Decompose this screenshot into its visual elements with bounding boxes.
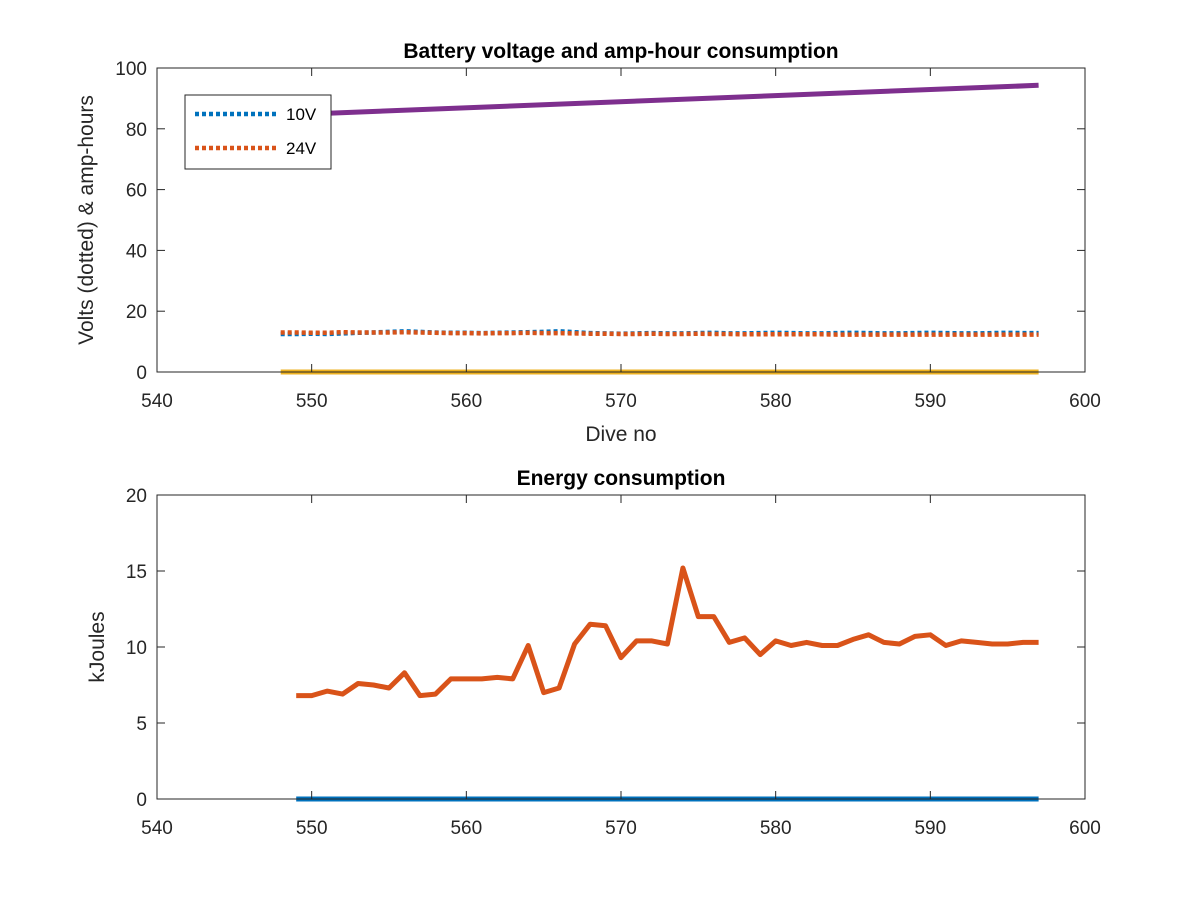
chart-energy-series-1-line — [296, 565, 1039, 699]
chart-battery: 540 550 560 570 580 590 600 0 20 40 60 80 100 Batter… — [75, 40, 1101, 446]
chart-battery-y-tick-label: 100 — [115, 59, 147, 80]
chart-energy-x-tick-label: 590 — [914, 818, 946, 839]
chart-battery-x-axis-label: Dive no — [585, 423, 656, 446]
chart-battery-x-tick-label: 570 — [605, 391, 637, 412]
chart-battery-legend: 10V 24V — [184, 94, 332, 170]
chart-battery-x-tick-label: 580 — [760, 391, 792, 412]
legend-label-24V: 24V — [286, 139, 317, 158]
chart-energy-y-tick-label: 0 — [136, 790, 147, 811]
chart-battery-y-axis-label: Volts (dotted) & amp-hours — [75, 95, 98, 345]
chart-battery-x-tick-label: 590 — [914, 391, 946, 412]
chart-battery-series-1-line — [280, 329, 1039, 337]
chart-battery-y-tick-label: 60 — [126, 181, 147, 202]
chart-energy-y-tick-label: 10 — [126, 638, 147, 659]
chart-battery-ticks: 540 550 560 570 580 590 600 0 20 40 60 80 100 — [115, 59, 1101, 412]
chart-energy-x-tick-label: 570 — [605, 818, 637, 839]
chart-battery-y-tick-label: 80 — [126, 120, 147, 141]
chart-battery-x-tick-label: 540 — [141, 391, 173, 412]
chart-energy-x-tick-label: 580 — [760, 818, 792, 839]
chart-energy-x-tick-label: 560 — [450, 818, 482, 839]
chart-energy-x-tick-label: 540 — [141, 818, 173, 839]
chart-battery-x-tick-label: 600 — [1069, 391, 1101, 412]
chart-battery-y-tick-label: 40 — [126, 241, 147, 262]
chart-energy-y-tick-label: 5 — [136, 714, 147, 735]
chart-energy-title: Energy consumption — [517, 467, 726, 490]
chart-energy-x-tick-label: 600 — [1069, 818, 1101, 839]
chart-battery-series-3-line — [280, 82, 1039, 118]
chart-energy-x-tick-label: 550 — [296, 818, 328, 839]
legend-label-10V: 10V — [286, 105, 317, 124]
chart-battery-x-tick-label: 550 — [296, 391, 328, 412]
chart-energy-y-tick-label: 20 — [126, 486, 147, 507]
chart-energy-y-axis-label: kJoules — [86, 611, 109, 682]
chart-battery-y-tick-label: 20 — [126, 302, 147, 323]
legend-box — [184, 94, 332, 170]
chart-battery-x-tick-label: 560 — [450, 391, 482, 412]
chart-energy-ticks: 540 550 560 570 580 590 600 0 5 10 15 20 — [126, 486, 1101, 839]
chart-energy: 540 550 560 570 580 590 600 0 5 10 15 20 Energy con… — [86, 467, 1101, 839]
chart-battery-title: Battery voltage and amp-hour consumption — [403, 40, 838, 63]
chart-energy-y-tick-label: 15 — [126, 562, 147, 583]
chart-battery-y-tick-label: 0 — [136, 363, 147, 384]
